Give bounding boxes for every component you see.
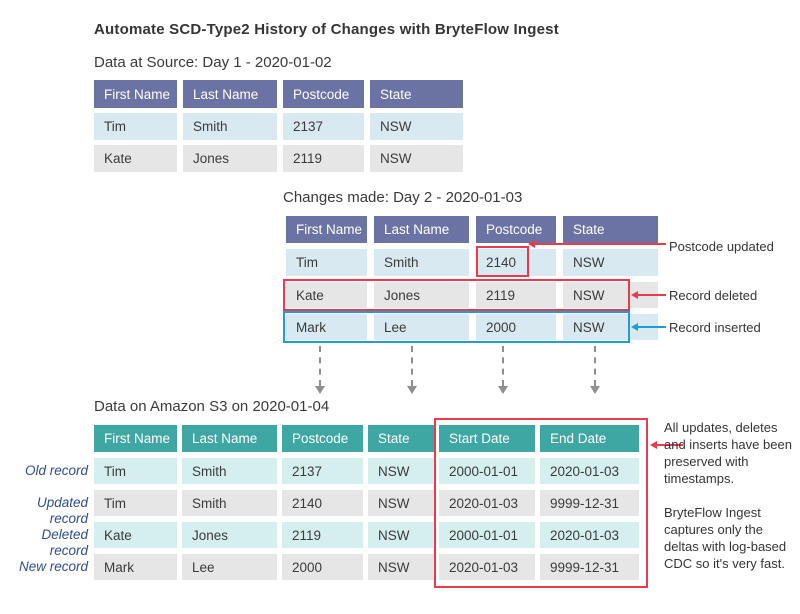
column-header: Postcode: [476, 216, 556, 243]
column-header: State: [563, 216, 658, 243]
column-header: First Name: [286, 216, 367, 243]
postcode-updated-label: Postcode updated: [669, 239, 774, 254]
arrow-left-icon: [631, 291, 638, 299]
table-cell: NSW: [370, 145, 463, 172]
source-table-title: Data at Source: Day 1 - 2020-01-02: [94, 54, 332, 71]
table-cell: 2020-01-03: [439, 490, 535, 516]
arrow-down-icon: [407, 386, 417, 394]
table-cell: 2119: [476, 282, 556, 308]
preserved-note-arrow-line: [656, 444, 683, 446]
table-cell: 2140: [282, 490, 363, 516]
table-cell: 2020-01-03: [540, 522, 639, 548]
table-cell: Smith: [182, 458, 277, 484]
table-cell: 2000: [282, 554, 363, 580]
table-cell: NSW: [368, 522, 434, 548]
arrow-left-icon: [631, 323, 638, 331]
column-header: First Name: [94, 425, 177, 452]
table-cell: NSW: [563, 249, 658, 276]
table-cell: Kate: [94, 522, 177, 548]
table-cell: Smith: [182, 490, 277, 516]
arrow-down-icon: [590, 386, 600, 394]
column-header: Postcode: [282, 425, 363, 452]
table-cell: Mark: [286, 314, 367, 340]
flow-arrow-line: [319, 346, 321, 386]
arrow-down-icon: [498, 386, 508, 394]
arrow-left-icon: [528, 240, 535, 248]
column-header: First Name: [94, 80, 177, 108]
record-inserted-label: Record inserted: [669, 320, 761, 335]
s3-table-title: Data on Amazon S3 on 2020-01-04: [94, 398, 330, 415]
row-label-updated-record: Updated record: [36, 495, 88, 526]
row-label-deleted-record: Deleted record: [41, 527, 88, 558]
preserved-note: All updates, deletes and inserts have be…: [664, 420, 792, 486]
table-cell: 2020-01-03: [439, 554, 535, 580]
column-header: State: [368, 425, 434, 452]
flow-arrow-line: [502, 346, 504, 386]
table-cell: 2119: [283, 145, 364, 172]
column-header: Start Date: [439, 425, 535, 452]
table-cell: Tim: [94, 113, 177, 140]
date-columns-highlight-box: [434, 418, 648, 588]
table-cell: 2020-01-03: [540, 458, 639, 484]
column-header: Last Name: [182, 425, 277, 452]
table-cell: Tim: [94, 458, 177, 484]
table-cell-updated-postcode: 2140: [476, 249, 556, 276]
table-cell: Jones: [183, 145, 277, 172]
table-cell: 2000: [476, 314, 556, 340]
table-cell: Tim: [286, 249, 367, 276]
inserted-record-highlight-box: [283, 311, 630, 343]
changes-table: First Name Last Name Postcode State Tim …: [286, 216, 658, 340]
flow-arrow-line: [411, 346, 413, 386]
table-cell: 2137: [283, 113, 364, 140]
table-cell: 9999-12-31: [540, 554, 639, 580]
table-cell: Kate: [286, 282, 367, 308]
column-header: State: [370, 80, 463, 108]
record-deleted-arrow-line: [637, 294, 666, 296]
table-cell: NSW: [370, 113, 463, 140]
column-header: End Date: [540, 425, 639, 452]
changes-table-title: Changes made: Day 2 - 2020-01-03: [283, 189, 523, 206]
record-inserted-arrow-line: [637, 326, 666, 328]
column-header: Last Name: [183, 80, 277, 108]
table-cell: 9999-12-31: [540, 490, 639, 516]
table-cell: Mark: [94, 554, 177, 580]
table-cell: 2119: [282, 522, 363, 548]
column-header: Last Name: [374, 216, 469, 243]
updated-postcode-highlight-box: [476, 246, 529, 277]
table-cell: 2000-01-01: [439, 522, 535, 548]
page-title: Automate SCD-Type2 History of Changes wi…: [94, 21, 559, 38]
table-cell: NSW: [368, 554, 434, 580]
row-label-old-record: Old record: [24, 463, 88, 478]
table-cell: Lee: [374, 314, 469, 340]
arrow-down-icon: [315, 386, 325, 394]
arrow-left-icon: [650, 441, 657, 449]
table-cell: Jones: [182, 522, 277, 548]
table-cell: NSW: [368, 490, 434, 516]
table-cell: Tim: [94, 490, 177, 516]
column-header: Postcode: [283, 80, 364, 108]
cdc-note: BryteFlow Ingest captures only the delta…: [664, 505, 787, 571]
table-cell: Jones: [374, 282, 469, 308]
postcode-updated-arrow-line: [534, 243, 666, 245]
table-cell: Smith: [183, 113, 277, 140]
source-table: First Name Last Name Postcode State Tim …: [94, 80, 463, 172]
table-cell: NSW: [368, 458, 434, 484]
table-cell: Smith: [374, 249, 469, 276]
table-cell: Lee: [182, 554, 277, 580]
table-cell: 2137: [282, 458, 363, 484]
row-label-new-record: New record: [18, 559, 88, 574]
s3-table: First Name Last Name Postcode State Star…: [94, 425, 639, 580]
record-deleted-label: Record deleted: [669, 288, 758, 303]
table-cell: Kate: [94, 145, 177, 172]
deleted-record-highlight-box: [283, 279, 630, 311]
flow-arrow-line: [594, 346, 596, 386]
table-cell: 2000-01-01: [439, 458, 535, 484]
